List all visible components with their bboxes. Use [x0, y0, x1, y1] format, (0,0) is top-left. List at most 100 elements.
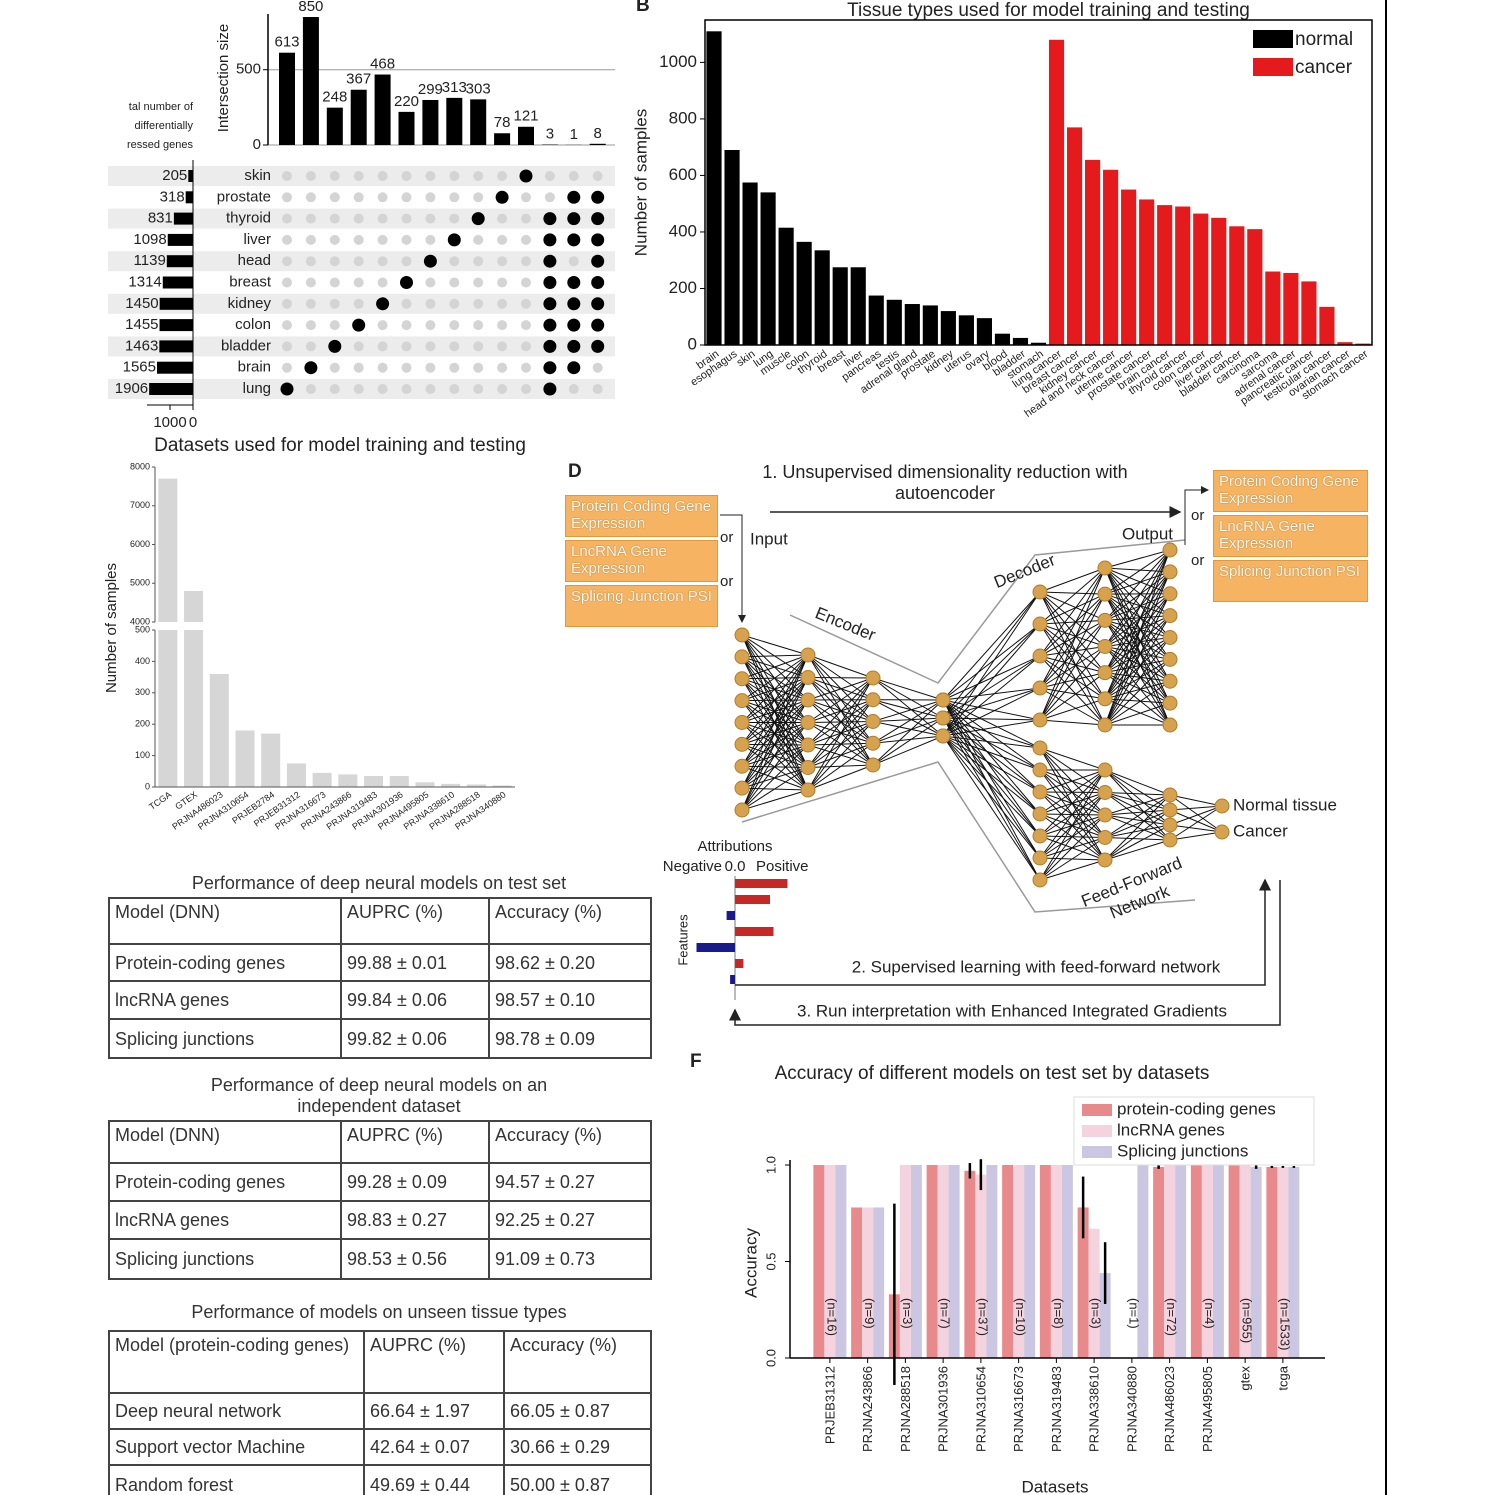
y-tick-label: 8000	[130, 461, 150, 471]
n-label: (n=72)	[1164, 1298, 1179, 1336]
bar	[1175, 206, 1191, 345]
empty-dot	[377, 277, 388, 288]
output-arrow	[1184, 486, 1209, 545]
network-edge	[1039, 619, 1106, 689]
empty-dot	[497, 341, 508, 352]
bar	[441, 783, 461, 787]
network-edge	[872, 677, 944, 719]
set-name: brain	[238, 359, 271, 376]
bar	[1201, 1165, 1213, 1358]
network-edge	[1039, 655, 1106, 700]
network-edge	[741, 654, 809, 702]
network-node	[1097, 830, 1113, 845]
network-edge	[1039, 593, 1106, 625]
empty-dot	[401, 320, 412, 331]
network-node	[1032, 680, 1048, 696]
empty-dot	[353, 341, 364, 352]
empty-dot	[425, 341, 436, 352]
bar	[1229, 226, 1245, 345]
empty-dot	[282, 277, 292, 288]
network-node	[1162, 564, 1178, 580]
empty-dot	[449, 171, 460, 181]
network-edge	[1104, 769, 1171, 826]
bar	[1211, 217, 1227, 345]
network-edge	[1039, 646, 1106, 689]
table-cell: 30.66 ± 0.29	[503, 1428, 652, 1466]
empty-dot	[353, 298, 364, 309]
x-tick-label: PRJNA319483	[1049, 1366, 1064, 1452]
empty-dot	[521, 320, 531, 331]
network-edge	[807, 721, 874, 791]
empty-dot	[425, 362, 436, 373]
set-name: thyroid	[226, 210, 271, 227]
network-edge	[942, 717, 1041, 771]
empty-dot	[282, 256, 292, 267]
network-node	[935, 710, 951, 726]
n-label: (n=3)	[1089, 1298, 1104, 1329]
decoder-label: Decoder	[991, 550, 1058, 592]
network-edge	[942, 699, 1041, 749]
table-cell: 66.05 ± 0.87	[503, 1392, 652, 1430]
network-node	[865, 714, 881, 729]
n-label: (n=3)	[900, 1298, 915, 1329]
bar-lower	[184, 630, 204, 787]
intersection-bar	[446, 97, 463, 145]
bar	[862, 1207, 874, 1358]
table-cell: lncRNA genes	[108, 1200, 342, 1240]
network-edge	[1169, 794, 1223, 833]
member-dot	[543, 212, 557, 226]
network-edge	[1039, 567, 1106, 689]
y-axis-label: Number of samples	[103, 563, 120, 693]
network-node	[734, 671, 750, 687]
bar	[1002, 1165, 1014, 1358]
chart-title: Attributions	[697, 838, 772, 855]
empty-dot	[497, 298, 508, 309]
bar	[1265, 271, 1281, 345]
bar	[873, 1207, 885, 1358]
bar-value-label: 1	[570, 126, 578, 143]
bar	[1190, 1165, 1202, 1358]
y-tick-label: 0	[145, 781, 150, 791]
network-node	[800, 692, 816, 708]
empty-dot	[401, 234, 412, 245]
empty-dot	[473, 362, 484, 373]
empty-dot	[329, 320, 340, 331]
table-cell: 42.64 ± 0.07	[363, 1428, 505, 1466]
network-edge	[942, 687, 1041, 719]
network-node	[800, 647, 816, 663]
network-node	[1097, 852, 1113, 868]
network-node	[1097, 586, 1113, 602]
member-dot	[352, 318, 366, 332]
network-node	[1032, 648, 1048, 664]
x-label-left: Negative	[663, 858, 722, 875]
empty-dot	[449, 298, 460, 309]
empty-dot	[473, 341, 484, 352]
empty-dot	[425, 234, 436, 245]
network-edge	[1104, 571, 1171, 700]
network-edge	[1039, 593, 1106, 689]
bar	[312, 772, 332, 787]
network-node	[1162, 673, 1178, 689]
member-dot	[543, 361, 557, 375]
member-dot	[567, 297, 581, 311]
set-tick-label: 1000	[153, 414, 186, 431]
table-cell: 98.83 ± 0.27	[340, 1200, 490, 1240]
bar	[922, 305, 938, 345]
y-tick-label: 400	[669, 221, 697, 240]
set-size-bar	[166, 255, 193, 268]
network-edge	[1104, 809, 1171, 861]
class-label: Cancer	[1233, 821, 1288, 840]
bar-value-label: 313	[442, 79, 467, 96]
network-edge	[1104, 549, 1171, 569]
network-edge	[1104, 637, 1171, 700]
set-size-bar	[157, 361, 193, 374]
empty-dot	[329, 171, 340, 181]
bar	[1239, 1165, 1251, 1358]
empty-dot	[521, 362, 531, 373]
network-edge	[942, 623, 1041, 701]
set-size-label: 1139	[134, 252, 166, 269]
attribution-bar	[735, 895, 770, 904]
bar-value-label: 8	[594, 125, 602, 142]
table-cell: 98.53 ± 0.56	[340, 1238, 490, 1280]
